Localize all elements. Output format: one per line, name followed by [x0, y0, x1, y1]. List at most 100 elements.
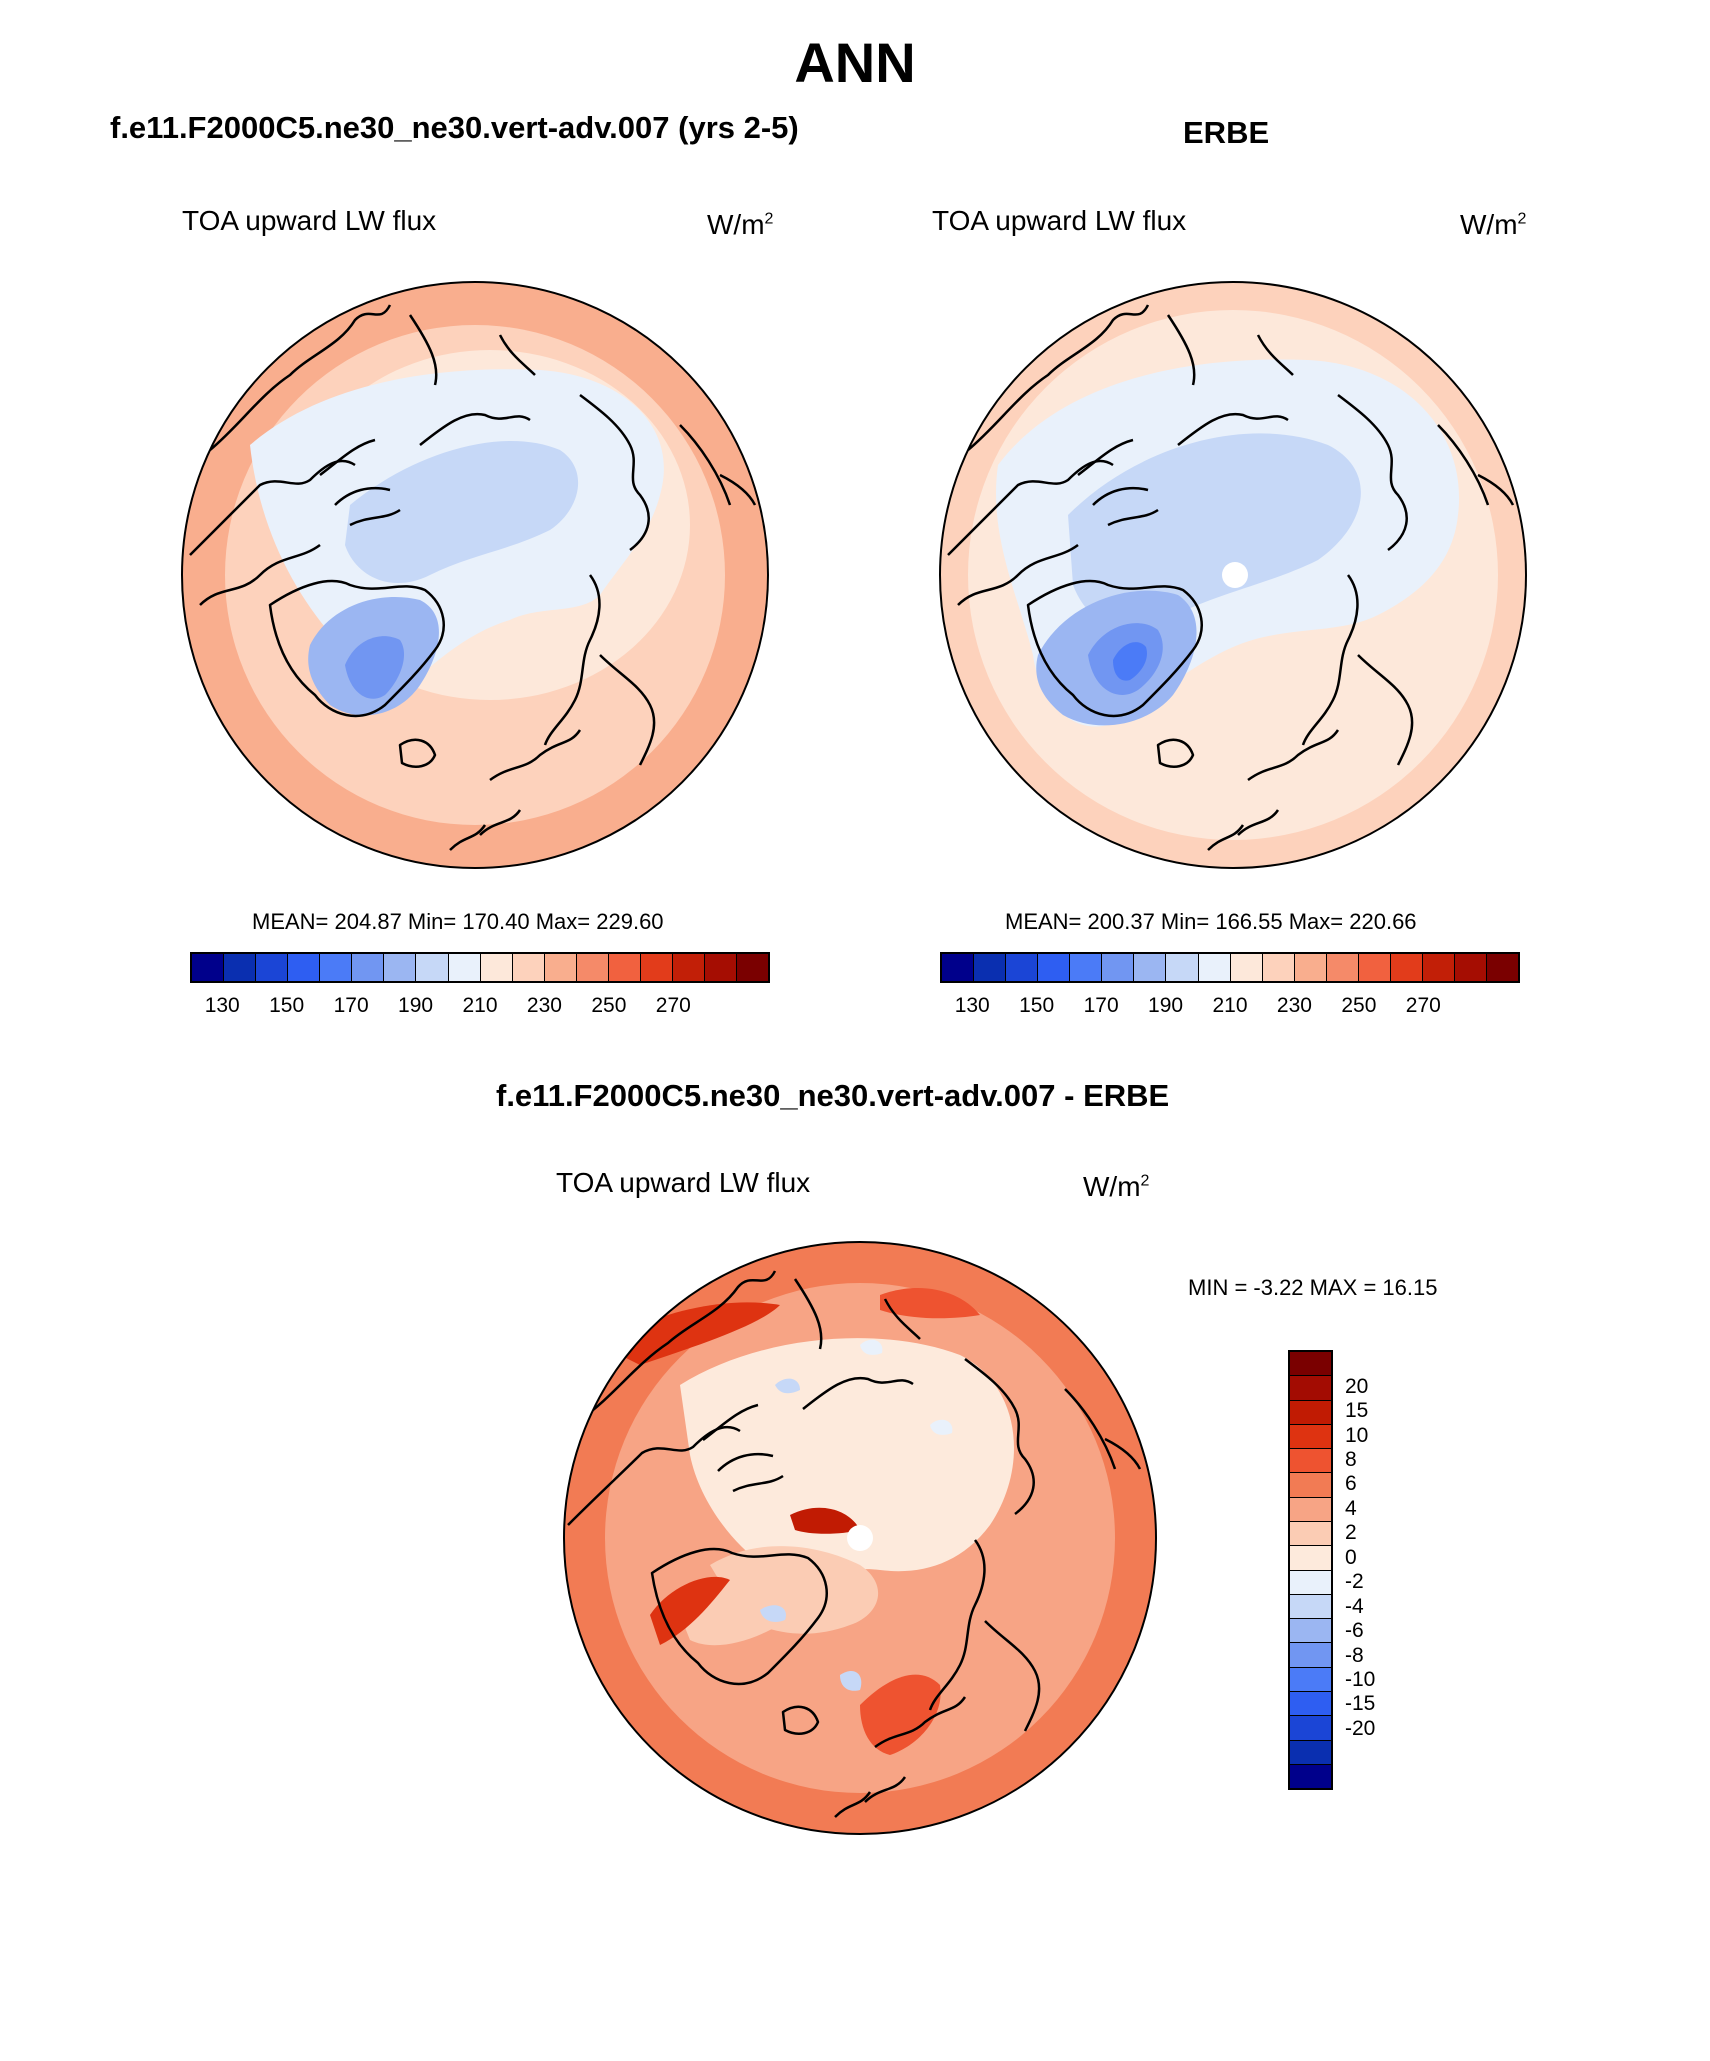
colorbar-swatch	[512, 954, 545, 981]
colorbar-swatch	[1038, 954, 1071, 981]
colorbar-tick-label: 190	[398, 994, 434, 1017]
colorbar-swatch	[1290, 1570, 1331, 1595]
model-variable-label: TOA upward LW flux	[182, 205, 437, 236]
colorbar-tick-label: -8	[1345, 1643, 1364, 1667]
colorbar-tick-label: -2	[1345, 1570, 1364, 1594]
colorbar-swatch	[705, 954, 738, 981]
colorbar-tick-label: 6	[1345, 1472, 1357, 1496]
colorbar-swatch	[608, 954, 641, 981]
colorbar-swatch	[1230, 954, 1263, 981]
colorbar-swatch	[1290, 1400, 1331, 1425]
colorbar-tick-label: 270	[1405, 994, 1441, 1017]
colorbar-swatch	[1290, 1376, 1331, 1401]
colorbar-swatch	[1358, 954, 1391, 981]
colorbar-swatch	[1290, 1691, 1331, 1717]
model-colorbar-swatches	[190, 952, 770, 983]
colorbar-tick-label: 250	[1341, 994, 1377, 1017]
colorbar-swatch	[320, 954, 353, 981]
diff-panel-title: f.e11.F2000C5.ne30_ne30.vert-adv.007 - E…	[496, 1078, 1170, 1113]
colorbar-tick-label: -6	[1345, 1619, 1364, 1643]
colorbar-swatch	[224, 954, 257, 981]
colorbar-swatch	[1487, 954, 1519, 981]
colorbar-swatch	[1326, 954, 1359, 981]
colorbar-tick-label: 20	[1345, 1374, 1369, 1398]
colorbar-swatch	[1290, 1449, 1331, 1474]
colorbar-swatch	[1294, 954, 1327, 981]
obs-polar-map	[939, 281, 1527, 869]
colorbar-swatch	[480, 954, 513, 981]
colorbar-tick-label: 15	[1345, 1399, 1369, 1423]
colorbar-tick-label: 170	[333, 994, 369, 1017]
colorbar-swatch	[1290, 1424, 1331, 1450]
colorbar-tick-label: 170	[1083, 994, 1119, 1017]
obs-units-label: W/m2	[1460, 209, 1527, 240]
colorbar-swatch	[544, 954, 577, 981]
diff-colorbar-swatches	[1288, 1350, 1333, 1790]
colorbar-tick-label: -20	[1345, 1716, 1376, 1740]
colorbar-swatch	[1290, 1352, 1331, 1377]
colorbar-tick-label: 270	[655, 994, 691, 1017]
colorbar-swatch	[1290, 1740, 1331, 1765]
colorbar-swatch	[1290, 1521, 1331, 1547]
colorbar-swatch	[1070, 954, 1103, 981]
colorbar-swatch	[192, 954, 225, 981]
colorbar-tick-label: 150	[269, 994, 305, 1017]
diff-polar-map	[563, 1241, 1157, 1835]
colorbar-tick-label: 10	[1345, 1423, 1369, 1447]
colorbar-swatch	[1290, 1716, 1331, 1741]
colorbar-tick-label: 4	[1345, 1496, 1357, 1520]
colorbar-swatch	[1262, 954, 1295, 981]
obs-variable-label: TOA upward LW flux	[932, 205, 1187, 236]
diff-minmax-label: MIN = -3.22 MAX = 16.15	[1188, 1275, 1438, 1300]
colorbar-swatch	[942, 954, 975, 981]
colorbar-swatch	[448, 954, 481, 981]
diff-variable-label: TOA upward LW flux	[556, 1167, 811, 1198]
diff-units-label: W/m2	[1083, 1171, 1150, 1202]
colorbar-swatch	[352, 954, 385, 981]
colorbar-swatch	[288, 954, 321, 981]
colorbar-tick-label: -4	[1345, 1594, 1364, 1618]
colorbar-swatch	[1290, 1594, 1331, 1620]
colorbar-swatch	[1134, 954, 1167, 981]
model-colorbar-ticks: 130 150 170 190 210 230 250 270	[190, 994, 770, 1024]
colorbar-swatch	[1390, 954, 1423, 981]
model-polar-map	[181, 281, 769, 869]
colorbar-swatch	[640, 954, 673, 981]
colorbar-swatch	[1290, 1546, 1331, 1571]
colorbar-swatch	[1290, 1643, 1331, 1668]
figure-title: ANN	[794, 31, 916, 94]
colorbar-swatch	[974, 954, 1007, 981]
colorbar-swatch	[1422, 954, 1455, 981]
colorbar-tick-label: -15	[1345, 1692, 1376, 1716]
colorbar-tick-label: 230	[1276, 994, 1312, 1017]
colorbar-tick-label: 130	[204, 994, 240, 1017]
obs-colorbar	[940, 952, 1520, 983]
colorbar-swatch	[1006, 954, 1039, 981]
colorbar-tick-label: 250	[591, 994, 627, 1017]
colorbar-swatch	[1166, 954, 1199, 981]
colorbar-tick-label: 150	[1019, 994, 1055, 1017]
colorbar-tick-label: -10	[1345, 1668, 1376, 1691]
obs-stats-label: MEAN= 200.37 Min= 166.55 Max= 220.66	[1005, 909, 1417, 934]
colorbar-tick-label: 190	[1148, 994, 1184, 1017]
colorbar-tick-label: 210	[462, 994, 498, 1017]
colorbar-swatch	[1290, 1667, 1331, 1692]
obs-colorbar-ticks: 130 150 170 190 210 230 250 270	[940, 994, 1520, 1024]
colorbar-swatch	[737, 954, 769, 981]
colorbar-swatch	[384, 954, 417, 981]
obs-colorbar-swatches	[940, 952, 1520, 983]
model-stats-label: MEAN= 204.87 Min= 170.40 Max= 229.60	[252, 909, 664, 934]
colorbar-tick-label: 0	[1345, 1545, 1357, 1569]
colorbar-swatch	[1290, 1497, 1331, 1522]
colorbar-tick-label: 2	[1345, 1521, 1357, 1545]
colorbar-swatch	[1290, 1764, 1331, 1789]
model-panel-title: f.e11.F2000C5.ne30_ne30.vert-adv.007 (yr…	[110, 110, 799, 145]
colorbar-swatch	[256, 954, 289, 981]
colorbar-swatch	[1290, 1473, 1331, 1498]
diff-colorbar-ticks: 20 15 10 8 6 4 2 0 -2 -4 -6 -8 -10 -15 -20	[1345, 1350, 1405, 1790]
colorbar-tick-label: 8	[1345, 1448, 1357, 1471]
colorbar-swatch	[576, 954, 609, 981]
model-units-label: W/m2	[707, 209, 774, 240]
colorbar-tick-label: 230	[526, 994, 562, 1017]
model-colorbar	[190, 952, 770, 983]
